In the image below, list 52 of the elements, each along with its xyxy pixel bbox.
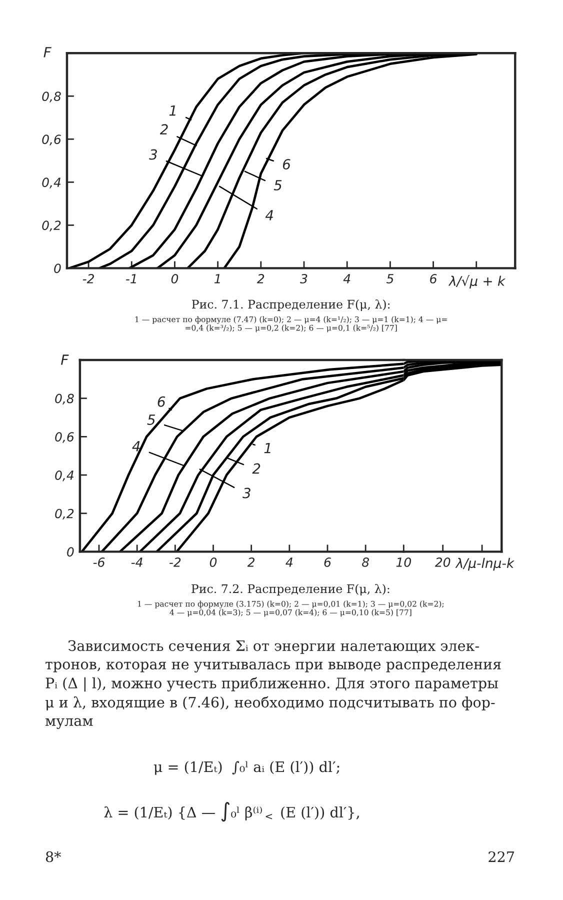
x-tick-label: 6	[430, 274, 437, 284]
x-tick-label: 8	[362, 557, 370, 567]
y-tick-label: 0,6	[42, 134, 61, 146]
x-tick-label: 2	[247, 557, 255, 567]
y-tick-label: 0,2	[55, 508, 74, 520]
x-tick-label: 6	[324, 557, 331, 567]
annotation: 5	[147, 414, 155, 425]
x-tick-label: 1	[214, 274, 220, 284]
y-axis-title: F	[44, 47, 52, 58]
y-tick-label: 0,2	[42, 220, 61, 232]
annotation: 3	[242, 488, 250, 498]
x-axis-title: λ/√μ + k	[448, 275, 506, 289]
annotation: 6	[282, 159, 290, 170]
annotation: 5	[274, 180, 282, 190]
x-tick-label: 3	[300, 274, 308, 284]
text: Рис. 7.1. Распределение F(μ, λ):	[192, 299, 390, 311]
text: 227	[488, 851, 514, 862]
x-tick-label: -2	[82, 274, 94, 284]
text: Рис. 7.2. Распределение F(μ, λ):	[192, 584, 390, 596]
x-tick-label: 10	[396, 557, 411, 567]
y-tick-label: 0,4	[42, 178, 61, 188]
x-tick-label: -1	[126, 274, 136, 284]
x-tick-label: 0	[171, 274, 178, 284]
annotation: 2	[160, 124, 168, 134]
annotation: 1	[264, 443, 270, 454]
annotation: 6	[158, 396, 166, 407]
x-axis-title: λ/μ-lnμ-k	[455, 558, 515, 571]
x-tick-label: 4	[343, 274, 350, 284]
x-tick-label: 20	[434, 557, 450, 567]
x-tick-label: -4	[131, 558, 142, 567]
annotation: 2	[252, 463, 260, 474]
y-tick-label: 0	[54, 264, 61, 274]
text: Зависимость сечения Σᵢ от энергии налетающих элек- тронов, которая не учитывалась при выводе распределения Pᵢ (Δ | l), можно учесть приближенно. Для этого параметры μ и λ, входящие в (7.46), необходимо подсчитывать по фор- мулам	[45, 640, 501, 729]
annotation: 1	[169, 105, 176, 116]
x-tick-label: 5	[386, 274, 394, 284]
x-tick-label: 4	[286, 558, 292, 567]
text: μ = (1/Eₜ) ∫₀ˡ aᵢ (E (l′)) dl′;	[154, 761, 340, 775]
text: λ = (1/Eₜ) {Δ — ∫₀ˡ β⁽ⁱ⁾$_{<}$ (E (l′)) dl′},	[104, 802, 359, 822]
y-tick-label: 0,6	[55, 432, 74, 443]
x-tick-label: 2	[256, 274, 264, 284]
y-tick-label: 0,4	[55, 470, 74, 482]
y-tick-label: 0	[67, 547, 74, 557]
x-tick-label: -2	[169, 557, 181, 567]
x-tick-label: 0	[210, 557, 217, 567]
annotation: 4	[265, 210, 273, 220]
annotation: 3	[149, 149, 157, 160]
y-tick-label: 0,8	[55, 394, 74, 405]
annotation: 4	[132, 441, 140, 452]
x-tick-label: -6	[93, 557, 105, 567]
y-axis-title: F	[61, 354, 69, 365]
text: 8*	[46, 851, 62, 862]
y-tick-label: 0,8	[42, 92, 61, 102]
